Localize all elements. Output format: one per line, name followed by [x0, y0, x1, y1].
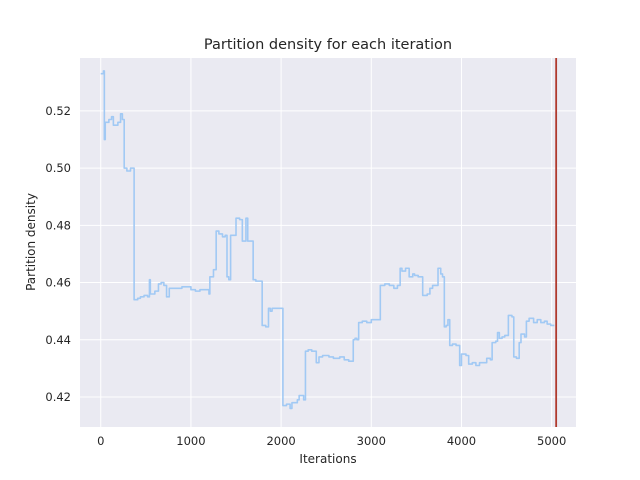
- y-tick-label: 0.46: [45, 276, 71, 290]
- x-tick-label: 5000: [537, 434, 566, 448]
- plot-area: [80, 58, 576, 427]
- y-tick-label: 0.50: [45, 161, 71, 175]
- y-tick-label: 0.44: [45, 333, 71, 347]
- x-tick-labels: 0 1000 2000 3000 4000 5000: [97, 434, 566, 448]
- x-axis-label: Iterations: [299, 452, 356, 466]
- x-tick-label: 4000: [447, 434, 476, 448]
- y-tick-label: 0.42: [45, 390, 71, 404]
- x-tick-label: 2000: [266, 434, 295, 448]
- series-layer: [100, 70, 555, 410]
- y-tick-label: 0.48: [45, 218, 71, 232]
- chart-title: Partition density for each iteration: [204, 37, 452, 53]
- y-tick-labels: 0.42 0.44 0.46 0.48 0.50 0.52: [45, 104, 71, 404]
- x-tick-label: 1000: [176, 434, 205, 448]
- x-tick-label: 3000: [357, 434, 386, 448]
- y-tick-label: 0.52: [45, 104, 71, 118]
- series-line: [100, 70, 555, 410]
- x-tick-label: 0: [97, 434, 104, 448]
- y-axis-label: Partition density: [24, 193, 38, 291]
